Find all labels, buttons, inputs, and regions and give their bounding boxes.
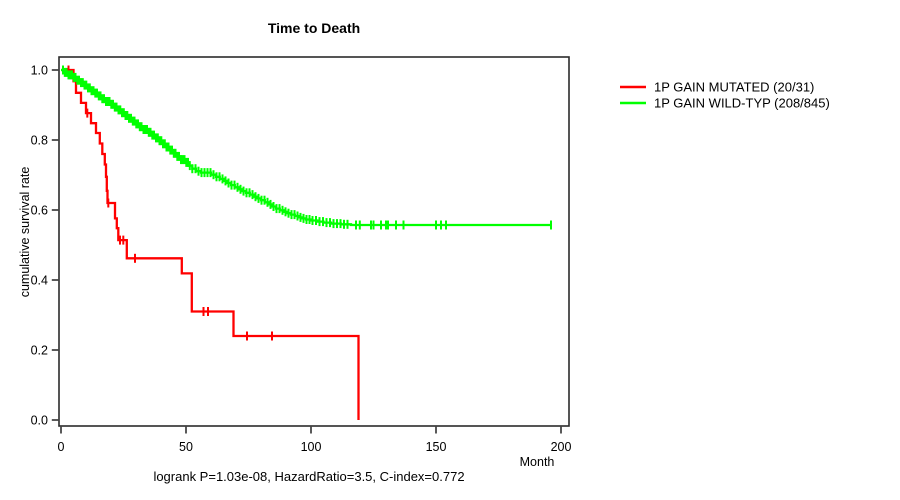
km-curve-0 [61,68,360,420]
y-tick-label: 1.0 [31,63,48,77]
series-1 [61,65,552,230]
plot-border [58,56,570,427]
y-tick-label: 0.8 [31,133,48,147]
y-axis-label: cumulative survival rate [18,167,32,298]
x-tick-label: 50 [179,440,193,454]
legend: 1P GAIN MUTATED (20/31) 1P GAIN WILD-TYP… [620,80,830,111]
km-curve-1 [61,68,551,227]
chart-title: Time to Death [268,20,360,36]
legend-label-wildtyp: 1P GAIN WILD-TYP (208/845) [654,96,830,111]
series-0 [61,65,360,420]
x-tick-label: 0 [58,440,65,454]
x-tick-label: 100 [301,440,322,454]
y-tick-label: 0.2 [31,343,48,357]
legend-label-mutated: 1P GAIN MUTATED (20/31) [654,80,814,95]
x-axis-ticks: 0 50 100 150 200 [58,426,572,454]
x-axis-label: Month [520,455,555,469]
y-tick-label: 0.0 [31,413,48,427]
km-curves [61,65,552,420]
x-tick-label: 150 [426,440,447,454]
y-tick-label: 0.4 [31,273,48,287]
stats-annotation: logrank P=1.03e-08, HazardRatio=3.5, C-i… [153,469,464,484]
y-axis-ticks: 0.0 0.2 0.4 0.6 0.8 1.0 [31,63,59,427]
y-tick-label: 0.6 [31,203,48,217]
x-tick-label: 200 [551,440,572,454]
